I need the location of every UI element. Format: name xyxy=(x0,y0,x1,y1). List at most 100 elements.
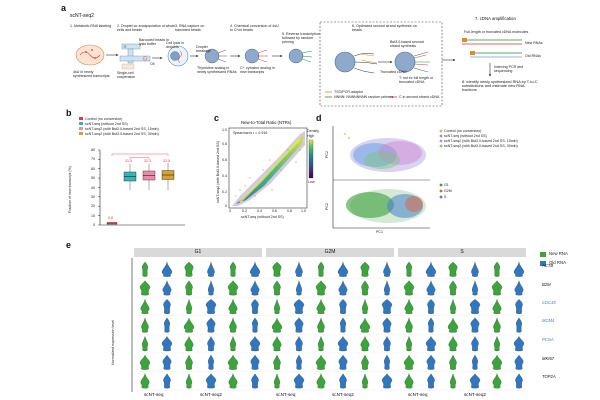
c-ytick-0.8: 0.8 xyxy=(222,142,227,146)
violin-b2m-13 xyxy=(426,280,436,296)
violin-pcna-6 xyxy=(272,336,282,352)
violin-mki67-14 xyxy=(449,354,457,370)
analog-note: Thymidine analog in newly synthesized RN… xyxy=(197,66,237,75)
violin-mki67-8 xyxy=(316,354,326,370)
violin-cdc45-3 xyxy=(206,298,216,314)
newly-synthesized-note: 4sU in newly synthesized transcripts xyxy=(73,70,110,79)
phase-header-g2m: G2M xyxy=(266,248,394,257)
violin-pcna-2 xyxy=(184,336,194,352)
step-7-label: 7. cDNA amplification xyxy=(475,16,516,21)
panel-a-title: scNT-seq2 xyxy=(70,13,94,19)
violin-pcna-5 xyxy=(250,336,260,352)
violin-actb-11 xyxy=(383,261,391,277)
violin-cdc45-7 xyxy=(294,298,304,314)
violin-pcna-0 xyxy=(142,336,148,352)
violin-mki67-2 xyxy=(185,354,193,370)
violin-cdc45-13 xyxy=(427,298,435,314)
method-g1-scnt-seq: scNT-seq xyxy=(144,392,164,397)
violin-actb-3 xyxy=(207,261,215,277)
violin-actb-6 xyxy=(272,261,282,277)
violin-actb-15 xyxy=(471,261,479,277)
violin-actb-5 xyxy=(250,261,260,277)
violin-mcm4-10 xyxy=(360,317,370,333)
method-g2m-scnt-seq2: scNT-seq2 xyxy=(332,392,354,397)
violin-cdc45-16 xyxy=(492,299,502,314)
violin-top2a-14 xyxy=(450,373,456,389)
panel-e-graphics xyxy=(131,258,526,392)
violin-mcm4-16 xyxy=(493,317,501,333)
bst-note: Bst3.0-based second strand synthesis xyxy=(390,40,424,49)
density-low: Low xyxy=(308,180,315,184)
violin-top2a-1 xyxy=(163,373,171,389)
violin-mcm4-3 xyxy=(206,317,216,333)
violin-cdc45-0 xyxy=(140,299,150,314)
violin-pcna-9 xyxy=(338,336,348,352)
b-ytick-80: 80 xyxy=(91,148,95,152)
step-2-label: 2. Droplet co-encapsulation of whole cel… xyxy=(117,24,176,33)
violin-top2a-7 xyxy=(294,373,304,389)
panel-e-ylabel: Normalized expression level xyxy=(111,320,115,365)
violin-mcm4-8 xyxy=(317,317,325,333)
violin-pcna-3 xyxy=(207,336,215,352)
d-ylabel-top: PC2 xyxy=(325,151,329,158)
violin-b2m-2 xyxy=(185,280,193,296)
violin-mki67-0 xyxy=(140,354,150,370)
violin-pcna-8 xyxy=(318,336,324,352)
violin-actb-10 xyxy=(360,261,370,277)
violin-cdc45-12 xyxy=(404,299,414,314)
violin-pcna-16 xyxy=(494,336,500,352)
violin-mcm4-1 xyxy=(164,317,170,333)
violin-mki67-3 xyxy=(208,354,214,370)
violin-pcna-1 xyxy=(162,336,172,352)
violin-b2m-7 xyxy=(296,280,302,296)
violin-top2a-3 xyxy=(206,373,216,389)
b-ytick-0: 0 xyxy=(93,223,95,227)
c-ytick-0.4: 0.4 xyxy=(222,174,227,178)
c-xtick-0: 0 xyxy=(229,209,231,213)
single-cell-note: Single-cell suspension xyxy=(117,71,136,80)
c-xtick-1.0: 1.0 xyxy=(301,209,306,213)
violin-cdc45-17 xyxy=(515,298,523,314)
legend-b-scnt-seq: scNT-seq (without 2nd SS) xyxy=(85,121,128,126)
violin-b2m-12 xyxy=(404,280,414,296)
b-annot-30min: 32.5 xyxy=(163,159,170,163)
violin-pcna-7 xyxy=(295,336,303,352)
gene-mcm4: MCM4 xyxy=(542,318,555,323)
violin-cdc45-8 xyxy=(316,299,326,314)
b-ytick-40: 40 xyxy=(91,185,95,190)
violin-b2m-8 xyxy=(316,280,326,296)
step-6-label: 6. Optimized second strand synthesis on … xyxy=(352,24,417,33)
random-primer-note: NNNN: NNNNNNNN random primers xyxy=(334,95,394,99)
b-annot-15min: 32.3 xyxy=(144,159,151,163)
method-g1-scnt-seq2: scNT-seq2 xyxy=(200,392,222,397)
violin-cdc45-14 xyxy=(450,299,456,314)
c-xtick-0.2: 0.2 xyxy=(242,209,247,213)
violin-top2a-6 xyxy=(274,373,280,389)
legend-d-30min: scNT-seq2 (with Bst3.0-based 2nd SS, 30m… xyxy=(444,144,518,148)
step-3-label: 3. RNA capture on barcoded beads xyxy=(175,24,205,33)
violin-pcna-10 xyxy=(360,336,370,352)
violin-pcna-12 xyxy=(406,336,412,352)
cytosine-note: C*: cytosine analog in new transcripts xyxy=(240,66,275,75)
legend-d-scnt-seq: scNT-seq (without 2nd SS) xyxy=(444,134,487,138)
legend-b-scnt-seq2-30: scNT-seq2 (with Bst3.0-based 2nd SS, 30m… xyxy=(85,131,159,136)
panel-b-ylabel: Fraction of new transcript (%) xyxy=(68,166,72,213)
legend-old-rna: Old RNA xyxy=(549,260,566,265)
violin-mki67-13 xyxy=(426,354,436,370)
gene-top2a: TOP2A xyxy=(542,374,556,379)
step-5-label: 5. Reverse transcription followed by ran… xyxy=(282,32,320,45)
violin-b2m-17 xyxy=(514,280,524,296)
violin-top2a-10 xyxy=(362,373,368,389)
legend-d-g1: G1 xyxy=(444,183,449,187)
optimized-synthesis-box xyxy=(319,21,443,107)
violin-top2a-17 xyxy=(515,373,523,389)
legend-b-control: Control (no conversion) xyxy=(85,116,123,121)
b-ytick-20: 20 xyxy=(91,204,95,209)
t-note: T: not ex full length or truncated cDNA xyxy=(399,76,434,85)
violin-b2m-14 xyxy=(449,280,457,296)
gene-cdc45: CDC45 xyxy=(542,300,556,305)
legend-d-g2m: G2M xyxy=(444,189,452,193)
b-annot-scnt-seq: 31.5 xyxy=(125,159,132,163)
gene-pcna: PCNA xyxy=(542,337,554,342)
